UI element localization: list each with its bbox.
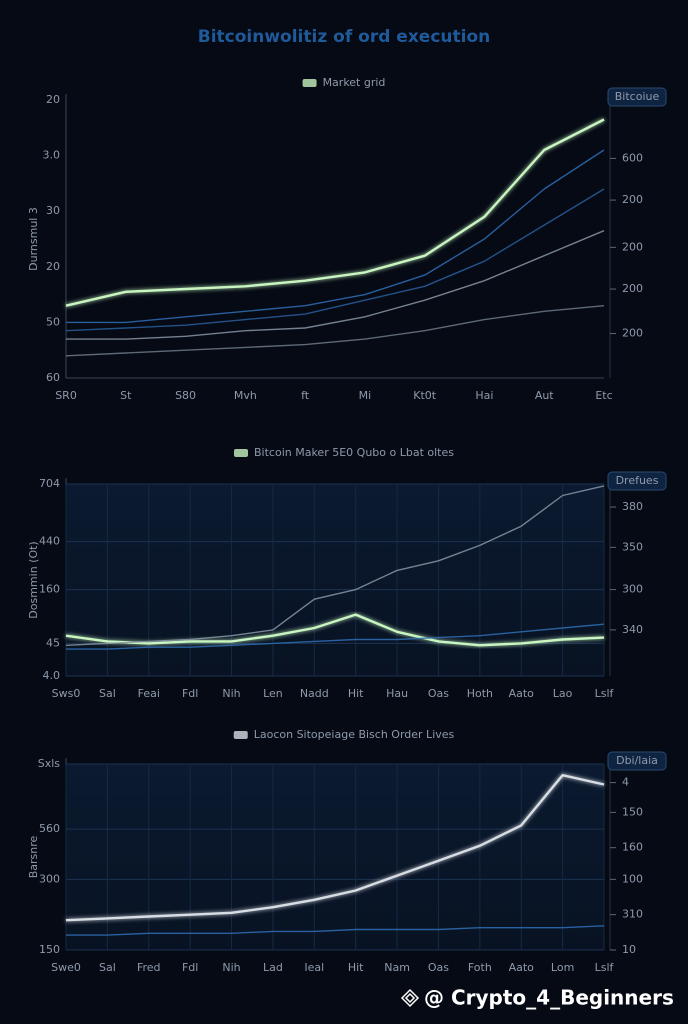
y-tick-label: 560 bbox=[39, 822, 60, 835]
line-series bbox=[65, 305, 605, 357]
y2-tick-label: 310 bbox=[622, 908, 643, 921]
y-tick-label: 4.0 bbox=[43, 669, 61, 682]
y-tick-label: 60 bbox=[46, 371, 60, 384]
y-tick-label: 160 bbox=[39, 583, 60, 596]
y2-axis-label: Drefues bbox=[616, 474, 659, 487]
x-tick-label: Lslf bbox=[595, 961, 615, 974]
y2-tick-label: 350 bbox=[622, 540, 643, 553]
x-tick-label: Nih bbox=[222, 687, 240, 700]
y2-axis-label: Bitcoiue bbox=[615, 90, 660, 103]
legend-swatch bbox=[233, 731, 248, 739]
chart-title: Bitcoinwolitiz of ord execution bbox=[198, 27, 491, 47]
x-tick-label: Fdl bbox=[182, 687, 198, 700]
y2-tick-label: 300 bbox=[622, 583, 643, 596]
x-tick-label: Lad bbox=[263, 961, 283, 974]
line-series bbox=[66, 623, 605, 650]
watermark-icon bbox=[400, 988, 420, 1008]
x-tick-label: ft bbox=[301, 389, 310, 402]
y2-badge bbox=[607, 87, 667, 107]
x-tick-label: Len bbox=[263, 687, 283, 700]
y2-badge bbox=[607, 471, 667, 491]
y-axis-label: Durnsmul 3 bbox=[27, 207, 40, 271]
y2-tick-label: 380 bbox=[622, 500, 643, 513]
legend-label: Market grid bbox=[323, 76, 386, 89]
y-tick-label: 50 bbox=[46, 315, 60, 328]
y2-tick-label: 100 bbox=[622, 872, 643, 885]
line-series bbox=[66, 925, 605, 936]
x-tick-label: Swe0 bbox=[51, 961, 81, 974]
x-tick-label: Aato bbox=[509, 961, 535, 974]
x-tick-label: Aato bbox=[509, 687, 535, 700]
x-tick-label: Lslf bbox=[595, 687, 615, 700]
y-tick-label: 150 bbox=[39, 943, 60, 956]
line-series bbox=[65, 774, 605, 922]
y-tick-label: 704 bbox=[39, 477, 60, 490]
line-series bbox=[66, 149, 605, 324]
legend-label: Laocon Sitopeiage Bisch Order Lives bbox=[254, 728, 455, 741]
legend-swatch bbox=[234, 449, 249, 457]
y2-tick-label: 200 bbox=[622, 193, 643, 206]
y-tick-label: 20 bbox=[46, 93, 60, 106]
x-tick-label: S80 bbox=[175, 389, 196, 402]
x-tick-label: Kt0t bbox=[413, 389, 437, 402]
x-tick-label: Nam bbox=[384, 961, 410, 974]
x-tick-label: Fred bbox=[137, 961, 161, 974]
x-tick-label: Sal bbox=[99, 687, 116, 700]
x-tick-label: Sws0 bbox=[52, 687, 81, 700]
y2-tick-label: 200 bbox=[622, 282, 643, 295]
x-tick-label: Fdl bbox=[182, 961, 198, 974]
y2-badge bbox=[607, 751, 667, 771]
y-tick-label: 300 bbox=[39, 872, 60, 885]
y2-tick-label: 340 bbox=[622, 623, 643, 636]
x-tick-label: Mvh bbox=[234, 389, 257, 402]
x-tick-label: Oas bbox=[428, 687, 449, 700]
y-tick-label: 20 bbox=[46, 260, 60, 273]
x-tick-label: Hoth bbox=[467, 687, 493, 700]
y2-tick-label: 600 bbox=[622, 151, 643, 164]
x-tick-label: Sal bbox=[99, 961, 116, 974]
x-tick-label: Oas bbox=[428, 961, 449, 974]
x-tick-label: Ieal bbox=[304, 961, 324, 974]
line-series bbox=[65, 118, 605, 307]
legend-label: Bitcoin Maker 5E0 Qubo o Lbat oltes bbox=[254, 446, 454, 459]
x-tick-label: Foth bbox=[468, 961, 492, 974]
x-tick-label: Feai bbox=[138, 687, 160, 700]
x-tick-label: Hai bbox=[475, 389, 493, 402]
x-tick-label: SR0 bbox=[55, 389, 77, 402]
x-tick-label: Hit bbox=[348, 961, 364, 974]
y-tick-label: 45 bbox=[46, 636, 60, 649]
y-tick-label: 440 bbox=[39, 535, 60, 548]
plot-area bbox=[66, 764, 604, 950]
y-tick-label: 30 bbox=[46, 204, 60, 217]
x-tick-label: Hit bbox=[348, 687, 364, 700]
x-tick-label: Lom bbox=[551, 961, 574, 974]
x-tick-label: Mi bbox=[359, 389, 372, 402]
line-series bbox=[66, 230, 605, 340]
line-series bbox=[65, 485, 605, 646]
y2-tick-label: 160 bbox=[622, 841, 643, 854]
y-tick-label: Sxls bbox=[38, 757, 61, 770]
y2-tick-label: 4 bbox=[622, 776, 629, 789]
line-series bbox=[65, 188, 605, 332]
y-tick-label: 3.0 bbox=[43, 149, 61, 162]
x-tick-label: Nadd bbox=[300, 687, 329, 700]
x-tick-label: Aut bbox=[535, 389, 554, 402]
y2-tick-label: 200 bbox=[622, 327, 643, 340]
y2-tick-label: 10 bbox=[622, 943, 636, 956]
x-tick-label: Nih bbox=[222, 961, 240, 974]
y-axis-label: Barsnre bbox=[27, 835, 40, 878]
x-tick-label: Hau bbox=[386, 687, 408, 700]
y-axis-label: Dosmmin (Ot) bbox=[27, 541, 40, 618]
line-series bbox=[65, 613, 605, 647]
y2-axis-label: Dbi/laia bbox=[616, 754, 658, 767]
x-tick-label: St bbox=[120, 389, 132, 402]
y2-tick-label: 150 bbox=[622, 805, 643, 818]
x-tick-label: Lao bbox=[553, 687, 573, 700]
legend-swatch bbox=[302, 79, 317, 87]
x-tick-label: Etc bbox=[595, 389, 612, 402]
y2-tick-label: 200 bbox=[622, 240, 643, 253]
watermark: @ Crypto_4_Beginners bbox=[424, 986, 674, 1010]
